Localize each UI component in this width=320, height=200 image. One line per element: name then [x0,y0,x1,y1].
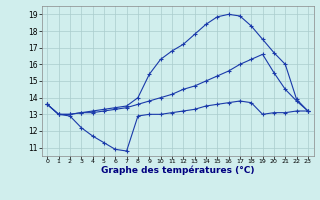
X-axis label: Graphe des températures (°C): Graphe des températures (°C) [101,166,254,175]
